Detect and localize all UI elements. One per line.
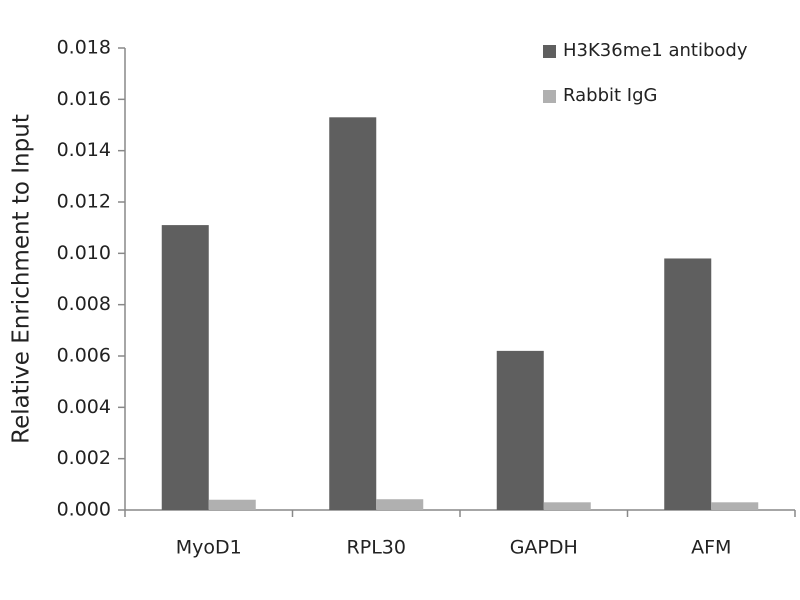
y-tick-label: 0.002 <box>57 447 111 469</box>
y-axis-title: Relative Enrichment to Input <box>9 114 35 444</box>
y-tick-label: 0.016 <box>57 88 111 110</box>
x-tick-label: GAPDH <box>510 537 578 559</box>
legend-label: H3K36me1 antibody <box>563 40 748 61</box>
bar <box>496 350 544 510</box>
bar <box>208 499 256 510</box>
bar <box>664 258 712 510</box>
y-tick-label: 0.004 <box>57 396 111 418</box>
y-tick-label: 0.010 <box>57 242 111 264</box>
legend-swatch <box>543 90 556 103</box>
legend-label: Rabbit IgG <box>563 85 657 106</box>
bar <box>711 502 759 510</box>
y-tick-label: 0.014 <box>57 139 111 161</box>
y-tick-label: 0.000 <box>57 499 111 521</box>
x-tick-label: RPL30 <box>347 537 406 559</box>
y-tick-label: 0.012 <box>57 191 111 213</box>
x-tick-label: MyoD1 <box>176 537 242 559</box>
x-tick-label: AFM <box>691 537 731 559</box>
bar <box>376 499 424 510</box>
bar <box>329 117 377 511</box>
y-tick-label: 0.018 <box>57 37 111 59</box>
bar <box>161 225 209 510</box>
legend-swatch <box>543 45 556 58</box>
y-tick-label: 0.008 <box>57 293 111 315</box>
y-tick-label: 0.006 <box>57 345 111 367</box>
bar <box>543 502 591 510</box>
